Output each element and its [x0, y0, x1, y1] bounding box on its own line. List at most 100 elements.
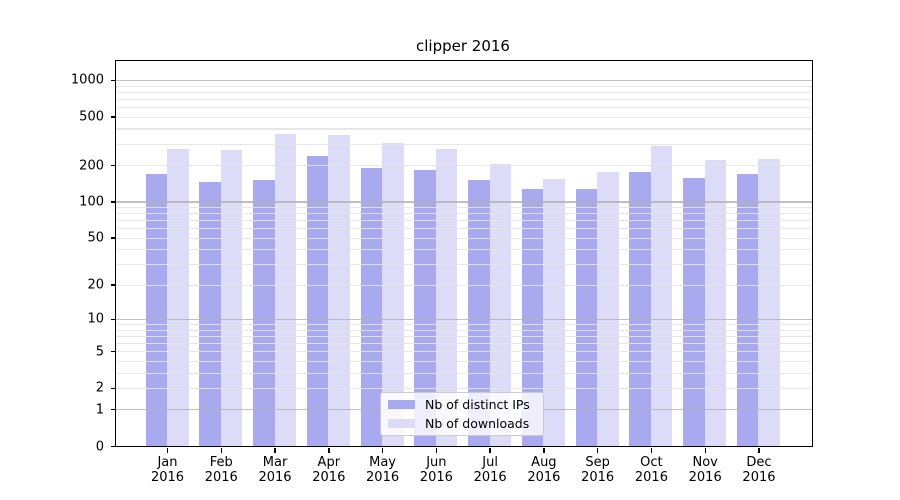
y-tick-label: 20: [87, 277, 104, 293]
legend-item-distinct-ips: Nb of distinct IPs: [388, 397, 536, 412]
y-tick-label: 2: [95, 380, 104, 396]
y-tick-label: 100: [79, 194, 104, 210]
gridline-major: [116, 201, 812, 203]
y-tick-label: 1000: [70, 72, 104, 88]
downloads-swatch: [388, 419, 415, 428]
legend-label-downloads: Nb of downloads: [425, 416, 530, 431]
y-tick-mark: [111, 164, 116, 167]
gridline-minor: [116, 85, 812, 87]
x-tick-label: Aug 2016: [527, 455, 561, 485]
x-tick-label: Nov 2016: [688, 455, 722, 485]
bar-downloads-jan: [167, 148, 189, 446]
bar-downloads-mar: [274, 133, 297, 446]
gridline-minor: [116, 98, 812, 100]
gridline-minor: [116, 329, 812, 331]
gridline-minor: [116, 324, 812, 326]
distinct-ips-swatch: [388, 400, 415, 409]
bar-distinct-ips-nov: [683, 177, 705, 446]
x-tick-label: Jun 2016: [419, 455, 453, 485]
y-tick-mark: [111, 387, 116, 389]
legend-label-distinct-ips: Nb of distinct IPs: [425, 397, 530, 412]
y-tick-label: 200: [79, 158, 104, 173]
bar-downloads-jun: [435, 148, 458, 446]
bar-downloads-may: [382, 142, 404, 446]
x-tick-label: Mar 2016: [258, 455, 292, 485]
x-tick-mark: [596, 448, 599, 453]
bar-distinct-ips-mar: [253, 179, 275, 446]
bar-distinct-ips-apr: [306, 156, 329, 446]
bar-distinct-ips-dec: [736, 174, 759, 446]
x-tick-mark: [489, 448, 491, 453]
gridline-major: [116, 318, 812, 321]
bar-distinct-ips-oct: [629, 172, 651, 446]
legend: Nb of distinct IPs Nb of downloads: [380, 392, 544, 436]
x-tick-label: May 2016: [366, 455, 400, 485]
x-tick-mark: [220, 448, 222, 453]
x-tick-mark: [328, 448, 330, 453]
y-tick-mark: [111, 318, 116, 321]
x-tick-label: Sep 2016: [581, 455, 615, 485]
gridline-minor: [116, 128, 812, 130]
y-tick-label: 500: [79, 109, 104, 125]
bar-distinct-ips-may: [360, 167, 383, 446]
gridline-minor: [116, 351, 812, 353]
gridline-minor: [116, 116, 812, 118]
gridline-major: [116, 79, 812, 82]
bar-downloads-apr: [328, 135, 350, 446]
x-tick-mark: [650, 448, 653, 453]
plot-area: [115, 60, 813, 447]
gridline-minor: [116, 387, 812, 389]
gridline-minor: [116, 372, 812, 374]
gridline-minor: [116, 342, 812, 345]
gridline-minor: [116, 106, 812, 109]
bar-distinct-ips-jan: [145, 174, 167, 446]
chart-title: clipper 2016: [416, 37, 510, 55]
x-tick-label: Dec 2016: [742, 455, 776, 485]
y-tick-mark: [111, 445, 116, 448]
y-tick-label: 50: [87, 230, 104, 246]
bar-distinct-ips-jun: [414, 170, 436, 446]
x-tick-mark: [381, 448, 384, 453]
gridline-minor: [116, 91, 812, 93]
gridline-minor: [116, 206, 812, 209]
y-tick-mark: [111, 350, 116, 353]
y-tick-label: 5: [95, 344, 104, 360]
bar-downloads-dec: [758, 159, 780, 446]
gridline-minor: [116, 249, 812, 251]
y-tick-mark: [111, 201, 116, 203]
x-tick-mark: [758, 448, 760, 453]
y-tick-label: 1: [95, 402, 104, 418]
x-tick-label: Feb 2016: [204, 455, 238, 485]
y-tick-mark: [111, 79, 116, 82]
gridline-minor: [116, 264, 812, 266]
bar-distinct-ips-jul: [468, 179, 490, 446]
y-tick-mark: [111, 116, 116, 118]
x-tick-label: Apr 2016: [312, 455, 346, 485]
x-tick-label: Jul 2016: [473, 455, 507, 485]
bar-distinct-ips-aug: [521, 188, 544, 446]
x-tick-mark: [435, 448, 438, 453]
y-tick-label: 0: [95, 439, 104, 454]
bar-downloads-jul: [489, 164, 512, 446]
bar-downloads-aug: [543, 179, 565, 446]
x-tick-mark: [543, 448, 545, 453]
y-tick-mark: [111, 284, 116, 286]
gridline-minor: [116, 143, 812, 145]
bar-downloads-feb: [220, 150, 243, 446]
gridline-minor: [116, 360, 812, 362]
bar-downloads-nov: [704, 160, 727, 446]
gridline-minor: [116, 237, 812, 239]
bar-downloads-oct: [650, 145, 673, 446]
bar-downloads-sep: [597, 172, 619, 446]
bar-distinct-ips-sep: [575, 188, 598, 446]
gridline-minor: [116, 213, 812, 215]
y-tick-mark: [111, 237, 116, 239]
x-tick-mark: [274, 448, 276, 453]
legend-item-downloads: Nb of downloads: [388, 416, 536, 431]
y-tick-mark: [111, 409, 116, 411]
gridline-minor: [116, 165, 812, 167]
gridline-minor: [116, 284, 812, 286]
x-tick-mark: [704, 448, 706, 453]
x-tick-label: Oct 2016: [634, 455, 668, 485]
